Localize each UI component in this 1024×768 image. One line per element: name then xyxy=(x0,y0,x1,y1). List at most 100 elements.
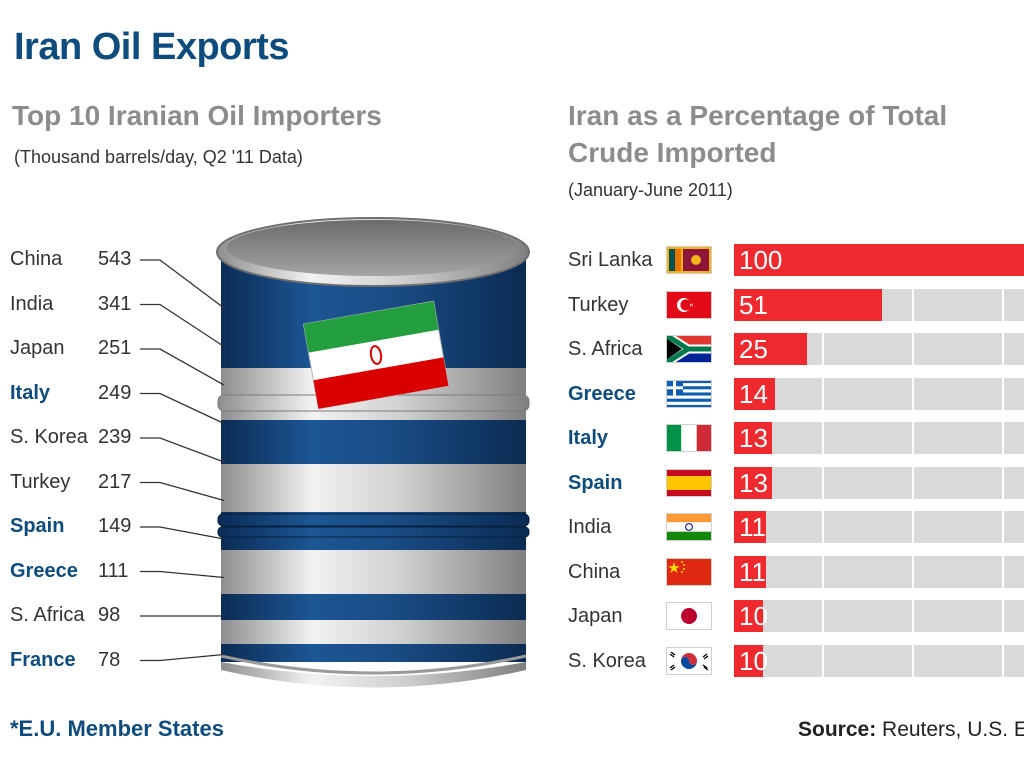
bar-row: S. Africa 25 xyxy=(568,331,1024,367)
bar-country-label: China xyxy=(568,560,621,583)
leader-line xyxy=(140,392,225,425)
bar-value-label: 10 xyxy=(739,601,768,631)
bar-row: Greece 14 xyxy=(568,377,1024,410)
importer-country: Greece xyxy=(10,559,78,582)
bar-country-label: Italy xyxy=(568,427,609,449)
bar-country-label: India xyxy=(568,516,612,538)
leader-line xyxy=(140,481,225,502)
barrel-body xyxy=(217,256,530,688)
greece-flag-icon xyxy=(666,379,712,408)
bar-track: 14 xyxy=(734,377,1024,410)
china-flag-icon xyxy=(666,557,712,586)
bar: 10 xyxy=(734,600,768,632)
sri-lanka-flag-icon xyxy=(666,246,712,274)
importers-unit-note: (Thousand barrels/day, Q2 '11 Data) xyxy=(14,147,303,167)
leader-line xyxy=(140,570,225,579)
bar: 11 xyxy=(734,511,766,543)
leader-line xyxy=(140,303,225,348)
bar-track: 100 xyxy=(734,244,1024,276)
importer-value: 251 xyxy=(98,337,132,359)
importer-country: S. Africa xyxy=(10,604,85,626)
bar-row: Italy 13 xyxy=(568,422,1024,454)
bar-country-label: Greece xyxy=(568,382,636,405)
bar-row: Spain 13 xyxy=(568,466,1024,499)
bar-row: S. Korea 10 xyxy=(568,644,1024,677)
importer-country: China xyxy=(10,248,63,270)
leader-line xyxy=(140,259,225,309)
bar-country-label: Sri Lanka xyxy=(568,249,653,271)
importer-value: 543 xyxy=(98,248,132,270)
importer-country: Japan xyxy=(10,337,65,359)
importer-value: 98 xyxy=(98,604,121,626)
leader-line xyxy=(140,526,225,540)
bar: 13 xyxy=(734,466,772,499)
importer-value: 217 xyxy=(98,470,132,493)
bar-country-label: Spain xyxy=(568,471,623,494)
bar-value-label: 25 xyxy=(739,334,768,364)
bar-track: 25 xyxy=(734,333,1024,365)
bar-value-label: 10 xyxy=(739,645,768,676)
bar-value-label: 13 xyxy=(739,467,768,498)
importer-country: Italy xyxy=(10,381,51,404)
importer-value: 341 xyxy=(98,292,132,315)
bar-row: Sri Lanka 100 xyxy=(568,244,1024,276)
south-africa-flag-icon xyxy=(663,331,712,367)
bar-track: 10 xyxy=(734,644,1024,677)
source-credit: Source: Reuters, U.S. E xyxy=(798,718,1024,742)
percentage-subtitle-line1: Iran as a Percentage of Total xyxy=(568,100,948,131)
leader-lines xyxy=(140,259,225,662)
south-korea-flag-icon xyxy=(666,646,712,675)
india-flag-icon xyxy=(666,513,712,541)
leader-line xyxy=(140,437,225,463)
barrel-lid xyxy=(216,217,530,287)
bar-track: 13 xyxy=(734,466,1024,499)
bar-row: Turkey 51 xyxy=(568,288,1024,321)
japan-flag-icon xyxy=(666,602,712,630)
bar-track: 11 xyxy=(734,555,1024,588)
bar-country-label: S. Africa xyxy=(568,338,643,360)
bar: 25 xyxy=(734,333,807,365)
importer-country: India xyxy=(10,292,54,315)
importer-value: 239 xyxy=(98,426,132,448)
importer-value: 111 xyxy=(98,559,129,582)
bar: 13 xyxy=(734,422,772,454)
source-label: Source: xyxy=(798,718,877,741)
turkey-flag-icon xyxy=(666,290,712,319)
bar-country-label: Turkey xyxy=(568,293,629,316)
bar-value-label: 51 xyxy=(739,289,768,320)
importer-country: Turkey xyxy=(10,470,71,493)
bar-value-label: 13 xyxy=(739,423,768,453)
bar-row: India 11 xyxy=(568,511,1024,543)
bar-value-label: 11 xyxy=(739,512,766,542)
bar-track: 10 xyxy=(734,600,1024,632)
italy-flag-icon xyxy=(666,424,712,452)
bar: 14 xyxy=(734,377,775,410)
importer-value: 249 xyxy=(98,381,132,404)
bar: 100 xyxy=(734,244,1024,276)
importer-country: S. Korea xyxy=(10,426,88,448)
bar: 10 xyxy=(734,644,768,677)
bar-country-label: Japan xyxy=(568,605,623,627)
percentage-period-note: (January-June 2011) xyxy=(568,180,733,200)
source-text: Reuters, U.S. E xyxy=(876,718,1024,741)
importer-value: 78 xyxy=(98,648,121,671)
page-title: Iran Oil Exports xyxy=(14,26,289,68)
leader-line xyxy=(140,348,225,386)
bar: 11 xyxy=(734,555,766,588)
importers-subtitle: Top 10 Iranian Oil Importers xyxy=(12,100,382,131)
bar: 51 xyxy=(734,288,882,321)
bar-row: China 11 xyxy=(568,555,1024,588)
bar-track: 51 xyxy=(734,288,1024,321)
eu-footnote: *E.U. Member States xyxy=(10,716,224,741)
iran-flag-icon xyxy=(302,300,450,410)
spain-flag-icon xyxy=(666,468,712,497)
oil-barrel-illustration xyxy=(140,217,530,688)
bar-track: 13 xyxy=(734,422,1024,454)
bar-track: 11 xyxy=(734,511,1024,543)
importer-country: France xyxy=(10,648,76,671)
bar-country-label: S. Korea xyxy=(568,649,646,672)
bar-value-label: 11 xyxy=(739,556,766,587)
importer-country: Spain xyxy=(10,515,65,537)
bar-value-label: 14 xyxy=(739,378,768,409)
percentage-subtitle: Iran as a Percentage of Total Crude Impo… xyxy=(568,97,988,171)
